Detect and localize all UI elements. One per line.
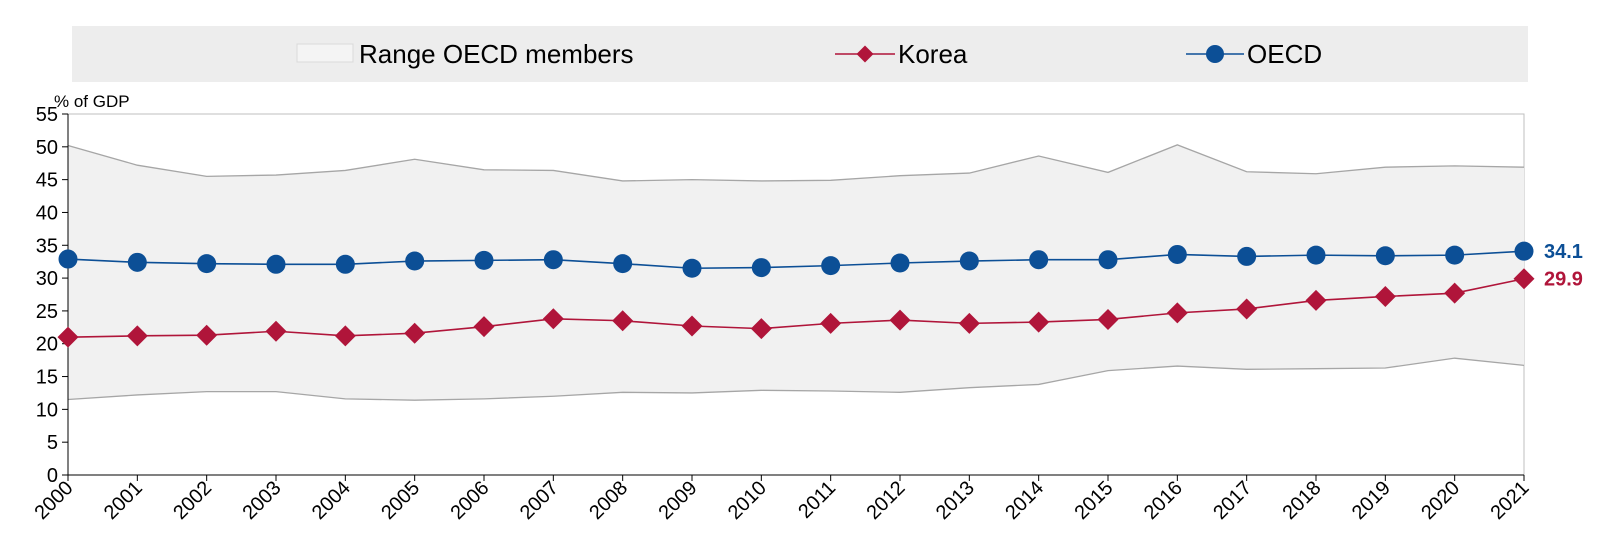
x-tick-label: 2021	[1487, 477, 1534, 524]
oecd-point	[1098, 250, 1118, 270]
oecd-point	[127, 252, 147, 272]
oecd-point	[58, 249, 78, 269]
korea-point	[334, 325, 356, 347]
end-label-layer: 29.9 34.1	[1544, 241, 1583, 291]
y-tick-label: 55	[36, 104, 58, 126]
y-tick-label: 40	[36, 202, 58, 224]
oecd-point	[682, 258, 702, 278]
legend-oecd-label: OECD	[1247, 39, 1322, 69]
korea-end-label: 29.9	[1544, 269, 1583, 291]
y-tick-label: 15	[36, 367, 58, 389]
korea-point	[404, 322, 426, 344]
range-layer	[67, 144, 1525, 401]
legend-range-label: Range OECD members	[359, 39, 634, 69]
oecd-series-line	[67, 250, 1525, 270]
korea-point	[958, 312, 980, 334]
y-tick-label: 35	[36, 235, 58, 257]
x-tick-label: 2020	[1417, 477, 1464, 524]
korea-series-line	[67, 277, 1525, 338]
y-tick-label: 5	[47, 432, 58, 454]
korea-point	[1305, 289, 1327, 311]
x-tick-label: 2010	[724, 477, 771, 524]
y-tick-label: 30	[36, 268, 58, 290]
legend: Range OECD members Korea OECD	[72, 26, 1528, 82]
x-tick-label: 2005	[377, 477, 424, 524]
x-tick-label: 2012	[863, 477, 910, 524]
x-tick-label: 2016	[1140, 477, 1187, 524]
korea-point	[1444, 282, 1466, 304]
y-axis-unit-label: % of GDP	[54, 92, 130, 111]
korea-point	[1166, 302, 1188, 324]
x-tick-label: 2011	[794, 477, 840, 523]
korea-point	[1513, 268, 1535, 290]
x-tick-label: 2008	[585, 477, 632, 524]
series-layer	[57, 241, 1535, 348]
x-tick-label: 2019	[1348, 477, 1395, 524]
x-tick-label: 2003	[239, 477, 286, 524]
korea-point	[57, 326, 79, 348]
x-tick-label: 2004	[308, 477, 355, 524]
korea-point	[473, 316, 495, 338]
x-tick-label: 2000	[31, 477, 78, 524]
oecd-point	[197, 254, 217, 274]
y-tick-label: 0	[47, 465, 58, 487]
oecd-point	[1445, 245, 1465, 265]
y-tick-label: 50	[36, 137, 58, 159]
range-band	[68, 144, 1524, 401]
x-tick-label: 2017	[1209, 477, 1256, 524]
oecd-point	[890, 253, 910, 273]
korea-point	[889, 309, 911, 331]
oecd-point	[1375, 246, 1395, 266]
korea-point	[820, 312, 842, 334]
oecd-point	[543, 250, 563, 270]
korea-point	[1236, 298, 1258, 320]
x-tick-label: 2014	[1001, 477, 1048, 524]
legend-korea-label: Korea	[898, 39, 968, 69]
oecd-end-label: 34.1	[1544, 241, 1583, 263]
korea-point	[1028, 311, 1050, 333]
oecd-point	[1514, 241, 1534, 261]
y-tick-label: 20	[36, 334, 58, 356]
x-tick-label: 2006	[447, 477, 494, 524]
oecd-point	[335, 254, 355, 274]
korea-point	[542, 308, 564, 330]
korea-point	[612, 310, 634, 332]
korea-point	[750, 318, 772, 340]
korea-point	[126, 325, 148, 347]
x-tick-label: 2009	[655, 477, 702, 524]
x-tick-label: 2018	[1279, 477, 1326, 524]
x-tick-label: 2001	[100, 477, 147, 524]
y-tick-label: 25	[36, 301, 58, 323]
oecd-point	[959, 251, 979, 271]
x-tick-label: 2013	[932, 477, 979, 524]
y-tick-label: 45	[36, 170, 58, 192]
oecd-point	[405, 251, 425, 271]
korea-point	[681, 315, 703, 337]
oecd-point	[1306, 245, 1326, 265]
korea-point	[1374, 285, 1396, 307]
range-min-line	[67, 357, 1525, 401]
y-tick-label: 10	[36, 399, 58, 421]
oecd-point	[1167, 244, 1187, 264]
x-tick-label: 2015	[1071, 477, 1118, 524]
korea-point	[196, 324, 218, 346]
legend-range-swatch	[296, 43, 354, 63]
oecd-point	[751, 258, 771, 278]
oecd-point	[1029, 250, 1049, 270]
range-max-line	[67, 144, 1525, 182]
oecd-point	[266, 254, 286, 274]
korea-point	[265, 320, 287, 342]
legend-oecd-marker	[1206, 45, 1224, 63]
legend-korea-marker	[856, 45, 874, 63]
oecd-point	[821, 256, 841, 276]
oecd-point	[1237, 246, 1257, 266]
x-tick-label: 2007	[516, 477, 563, 524]
korea-point	[1097, 308, 1119, 330]
oecd-point	[613, 254, 633, 274]
x-tick-label: 2002	[169, 477, 216, 524]
oecd-point	[474, 250, 494, 270]
